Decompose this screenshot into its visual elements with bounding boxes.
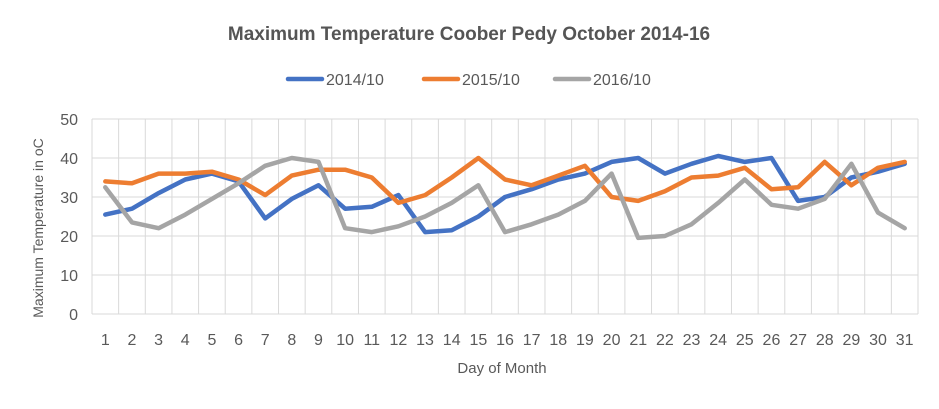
- x-tick-label: 21: [629, 332, 647, 349]
- series-lines: [103, 153, 907, 241]
- y-tick-label: 10: [60, 268, 78, 285]
- x-tick-label: 16: [496, 332, 514, 349]
- legend-label: 2014/10: [326, 72, 384, 89]
- y-tick-label: 0: [69, 307, 78, 324]
- x-tick-label: 23: [683, 332, 701, 349]
- x-tick-label: 10: [336, 332, 354, 349]
- x-tick-label: 2: [128, 332, 137, 349]
- x-tick-label: 31: [896, 332, 914, 349]
- x-tick-label: 29: [842, 332, 860, 349]
- x-tick-label: 3: [154, 332, 163, 349]
- x-tick-label: 12: [390, 332, 408, 349]
- x-tick-label: 26: [763, 332, 781, 349]
- x-tick-label: 14: [443, 332, 461, 349]
- series-line-2016-10: [103, 155, 907, 241]
- x-tick-label: 20: [603, 332, 621, 349]
- y-tick-label: 40: [60, 151, 78, 168]
- x-tick-label: 7: [261, 332, 270, 349]
- y-tick-label: 50: [60, 112, 78, 129]
- x-tick-label: 18: [549, 332, 567, 349]
- legend: 2014/10 2015/10 2016/10: [285, 72, 651, 89]
- x-tick-label: 19: [576, 332, 594, 349]
- x-tick-label: 1: [101, 332, 110, 349]
- legend-label: 2016/10: [593, 72, 651, 89]
- legend-item: 2014/10: [285, 72, 384, 89]
- x-tick-label: 17: [523, 332, 541, 349]
- chart-title: Maximum Temperature Coober Pedy October …: [228, 24, 710, 45]
- x-tick-label: 27: [789, 332, 807, 349]
- x-axis-label: Day of Month: [457, 360, 546, 377]
- gridlines: [91, 118, 919, 315]
- x-tick-label: 9: [314, 332, 323, 349]
- y-axis-label: Maximum Temperature in oC: [30, 138, 46, 317]
- x-tick-label: 5: [207, 332, 216, 349]
- x-axis-tick-labels: 1 2 3 4 5 6 7 8 9 10 11 12 13 14 15 16 17 18 19 20 21 22 23 24 2…: [101, 332, 914, 349]
- x-tick-label: 8: [287, 332, 296, 349]
- series-line-2015-10: [103, 155, 907, 206]
- x-tick-label: 15: [469, 332, 487, 349]
- x-tick-label: 24: [709, 332, 727, 349]
- x-tick-label: 22: [656, 332, 674, 349]
- x-tick-label: 11: [363, 332, 380, 349]
- y-tick-label: 30: [60, 190, 78, 207]
- x-tick-label: 13: [416, 332, 434, 349]
- x-tick-label: 28: [816, 332, 834, 349]
- x-tick-label: 4: [181, 332, 190, 349]
- y-tick-label: 20: [60, 229, 78, 246]
- y-axis-tick-labels: 0 10 20 30 40 50: [60, 112, 78, 324]
- x-tick-label: 25: [736, 332, 754, 349]
- x-tick-label: 6: [234, 332, 243, 349]
- legend-label: 2015/10: [462, 72, 520, 89]
- legend-item: 2016/10: [552, 72, 651, 89]
- x-tick-label: 30: [869, 332, 887, 349]
- legend-item: 2015/10: [421, 72, 520, 89]
